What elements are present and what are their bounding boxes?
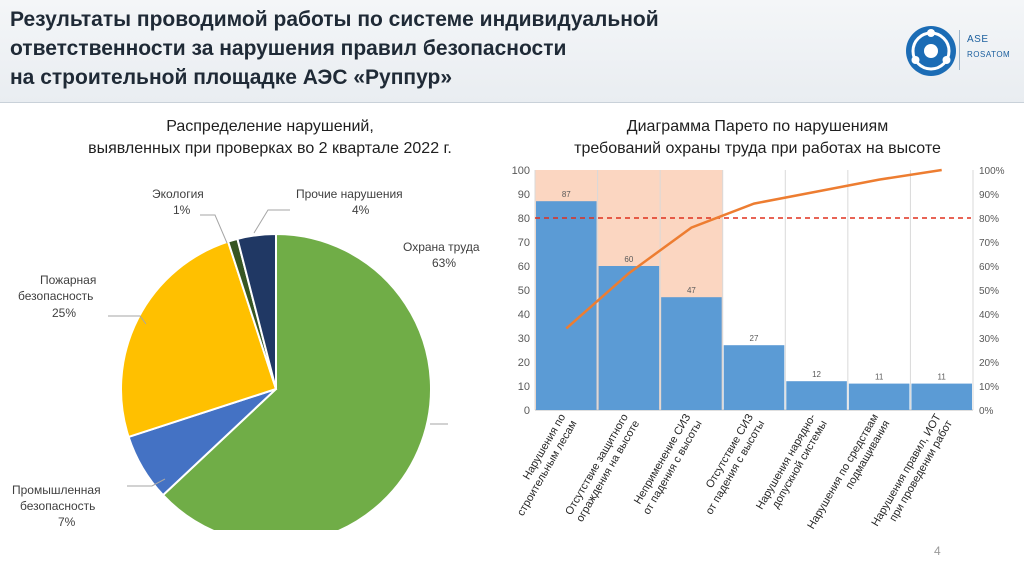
y2-tick-label: 20% bbox=[979, 358, 999, 369]
y2-tick-label: 40% bbox=[979, 310, 999, 321]
bar-6 bbox=[911, 383, 972, 410]
pie-title-line: Распределение нарушений, bbox=[166, 118, 374, 135]
y-tick-label: 40 bbox=[518, 309, 530, 321]
y-tick-label: 30 bbox=[518, 333, 530, 345]
bar-4 bbox=[786, 381, 847, 410]
bar-0 bbox=[536, 201, 597, 410]
pareto-title-line: Диаграмма Парето по нарушениям bbox=[626, 118, 889, 135]
y2-tick-label: 10% bbox=[979, 382, 999, 393]
pie-slice-0 bbox=[161, 232, 432, 530]
logo-text-ase: ASE bbox=[967, 34, 989, 45]
pie-chart-title: Распределение нарушений, выявленных при … bbox=[20, 116, 520, 160]
x-category-label: Неприменение СИЗот падения с высоты bbox=[630, 412, 705, 517]
pareto-chart-title: Диаграмма Парето по нарушениям требовани… bbox=[510, 116, 1005, 160]
y-tick-label: 50 bbox=[518, 285, 530, 297]
slide-title: Результаты проводимой работы по системе … bbox=[10, 5, 890, 92]
logo-divider bbox=[959, 30, 960, 70]
y-tick-label: 20 bbox=[518, 357, 530, 369]
pie-slice-2 bbox=[120, 240, 278, 439]
bar-1 bbox=[598, 266, 660, 410]
title-line: ответственности за нарушения правил безо… bbox=[10, 37, 567, 60]
y2-tick-label: 80% bbox=[979, 214, 999, 225]
label-other-pct: 4% bbox=[352, 203, 370, 217]
bar-value-label: 87 bbox=[562, 190, 571, 199]
y2-tick-label: 30% bbox=[979, 334, 999, 345]
y2-tick-label: 50% bbox=[979, 286, 999, 297]
y-tick-label: 10 bbox=[518, 381, 530, 393]
y2-tick-label: 90% bbox=[979, 190, 999, 201]
bar-value-label: 12 bbox=[812, 370, 821, 379]
logo-text-rosatom: ROSATOM bbox=[967, 50, 1011, 59]
label-pozh-pct: 25% bbox=[52, 306, 76, 320]
page-number: 4 bbox=[934, 544, 941, 558]
bar-value-label: 60 bbox=[624, 255, 633, 264]
y-tick-label: 100 bbox=[512, 165, 530, 177]
y-tick-label: 90 bbox=[518, 189, 530, 201]
slide-header: Результаты проводимой работы по системе … bbox=[0, 0, 1024, 103]
label-other-name: Прочие нарушения bbox=[296, 187, 403, 201]
y2-tick-label: 100% bbox=[979, 166, 1005, 177]
pie-title-line: выявленных при проверках во 2 квартале 2… bbox=[88, 140, 452, 157]
y-tick-label: 80 bbox=[518, 213, 530, 225]
y2-tick-label: 60% bbox=[979, 262, 999, 273]
pie-chart: Охрана труда 63% Промышленная безопаснос… bbox=[12, 187, 480, 530]
label-eco-name: Экология bbox=[152, 187, 204, 201]
y-tick-label: 70 bbox=[518, 237, 530, 249]
cumulative-percent-line bbox=[565, 168, 942, 330]
y-tick-label: 60 bbox=[518, 261, 530, 273]
y-tick-label: 0 bbox=[524, 405, 530, 417]
pareto-chart: 87 60 47 27 12 11 11 0 10 20 30 40 50 60 70 80 90 100 0%… bbox=[512, 165, 1005, 531]
rosatom-logo: ASE ROSATOM bbox=[904, 24, 1014, 78]
pareto-title-line: требований охраны труда при работах на в… bbox=[574, 140, 941, 157]
bar-value-label: 47 bbox=[687, 286, 696, 295]
bar-3 bbox=[723, 345, 785, 410]
pie-slice-4 bbox=[236, 232, 277, 390]
label-ohrana-pct: 63% bbox=[432, 256, 456, 270]
title-line: Результаты проводимой работы по системе … bbox=[10, 8, 659, 31]
label-prom-pct: 7% bbox=[58, 515, 76, 529]
y2-tick-label: 70% bbox=[979, 238, 999, 249]
bar-2 bbox=[661, 297, 722, 410]
bar-value-label: 11 bbox=[875, 373, 884, 382]
bar-value-label: 11 bbox=[938, 373, 947, 382]
y2-tick-label: 0% bbox=[979, 406, 994, 417]
label-pozh-name2: безопасность bbox=[18, 289, 93, 303]
bar-value-label: 27 bbox=[750, 334, 759, 343]
label-prom-name2: безопасность bbox=[20, 499, 95, 513]
title-line: на строительной площадке АЭС «Руппур» bbox=[10, 66, 453, 89]
label-ohrana-name: Охрана труда bbox=[403, 240, 480, 254]
rosatom-atom-icon bbox=[906, 26, 956, 76]
bar-5 bbox=[848, 383, 910, 410]
label-prom-name: Промышленная bbox=[12, 483, 101, 497]
label-pozh-name: Пожарная bbox=[40, 273, 96, 287]
label-eco-pct: 1% bbox=[173, 203, 191, 217]
